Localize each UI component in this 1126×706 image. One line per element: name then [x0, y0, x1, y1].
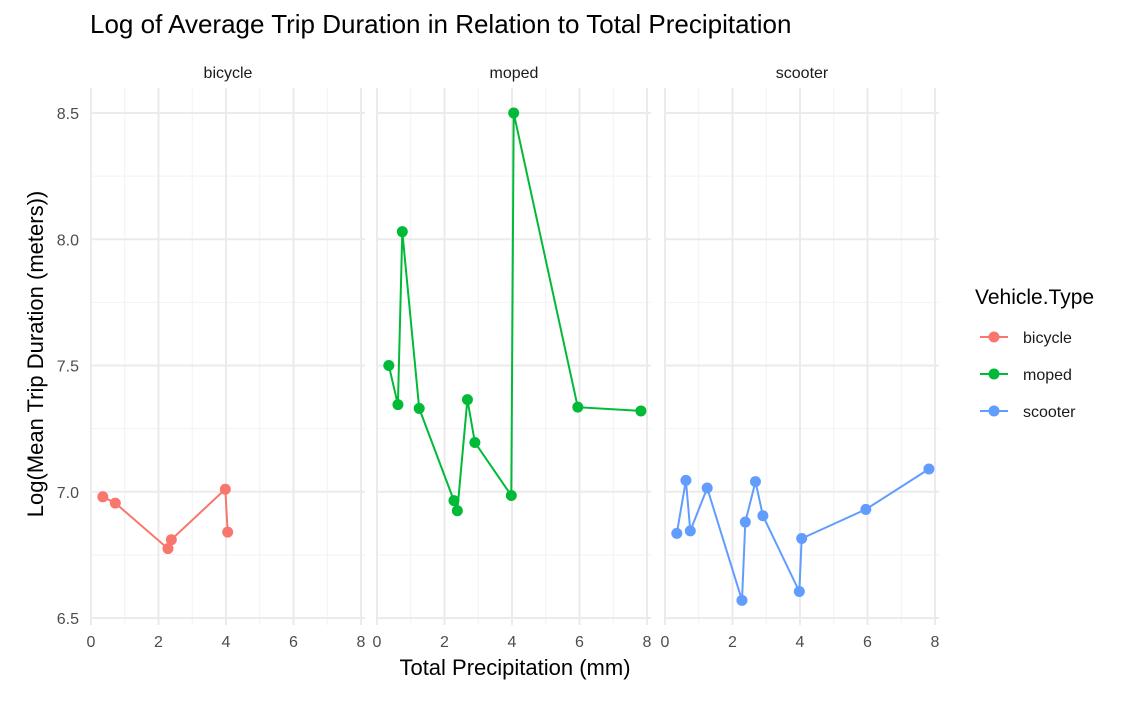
x-tick-label-3: 6: [289, 634, 298, 651]
legend-label-scooter: scooter: [1023, 404, 1076, 421]
x-tick-label-0: 0: [661, 634, 670, 651]
data-point-scooter-1: [680, 474, 692, 486]
legend-key-point-moped: [988, 368, 1000, 380]
x-tick-label-0: 0: [87, 634, 96, 651]
data-point-moped-9: [508, 107, 520, 119]
legend-label-moped: moped: [1023, 367, 1072, 384]
data-point-moped-1: [392, 399, 404, 411]
x-tick-label-4: 8: [357, 634, 366, 651]
data-point-moped-4: [448, 495, 460, 507]
data-point-scooter-0: [671, 527, 683, 539]
data-point-moped-11: [635, 405, 647, 417]
data-point-moped-10: [572, 401, 584, 413]
legend-key-point-bicycle: [988, 331, 1000, 343]
data-point-scooter-2: [684, 525, 696, 537]
facet-scooter: scooter 0 2 4 6 8: [661, 65, 940, 651]
data-point-moped-6: [461, 394, 473, 406]
facet-moped: moped 0 2 4 6 8: [373, 65, 652, 651]
series-line-bicycle: [102, 487, 229, 551]
x-tick-label-2: 4: [508, 634, 517, 651]
x-tick-label-4: 8: [643, 634, 652, 651]
legend-label-bicycle: bicycle: [1023, 330, 1072, 347]
x-tick-label-4: 8: [931, 634, 940, 651]
data-point-moped-5: [451, 505, 463, 517]
data-point-bicycle-0: [97, 491, 109, 503]
facet-strip-label: moped: [490, 65, 539, 82]
series-line-scooter: [675, 468, 930, 601]
facet-strip-label: bicycle: [204, 65, 253, 82]
y-tick-label-0: 6.5: [57, 611, 79, 628]
data-point-scooter-7: [757, 510, 769, 522]
data-point-bicycle-3: [165, 534, 177, 546]
data-point-scooter-8: [793, 585, 805, 597]
data-point-scooter-11: [923, 463, 935, 475]
x-tick-label-3: 6: [863, 634, 872, 651]
y-tick-label-2: 7.5: [57, 359, 79, 376]
data-point-bicycle-1: [109, 497, 121, 509]
x-tick-label-1: 2: [440, 634, 449, 651]
data-point-bicycle-5: [222, 526, 234, 538]
data-point-bicycle-2: [162, 543, 174, 555]
data-point-scooter-6: [749, 476, 761, 488]
x-tick-label-0: 0: [373, 634, 382, 651]
data-point-moped-2: [396, 226, 408, 238]
data-point-scooter-4: [736, 594, 748, 606]
y-tick-label-3: 8.0: [57, 232, 79, 249]
data-point-moped-8: [505, 490, 517, 502]
chart-title: Log of Average Trip Duration in Relation…: [90, 9, 791, 39]
legend-key-point-scooter: [988, 405, 1000, 417]
data-point-bicycle-4: [219, 483, 231, 495]
x-tick-label-3: 6: [575, 634, 584, 651]
legend-title: Vehicle.Type: [975, 286, 1094, 309]
data-point-scooter-9: [796, 532, 808, 544]
data-point-scooter-10: [860, 503, 872, 515]
series-line-moped: [387, 112, 641, 512]
x-axis-label: Total Precipitation (mm): [399, 655, 630, 680]
x-tick-label-2: 4: [222, 634, 231, 651]
x-tick-label-2: 4: [796, 634, 805, 651]
legend: Vehicle.Type bicycle moped scooter: [975, 286, 1094, 421]
data-point-moped-3: [413, 402, 425, 414]
y-tick-label-1: 7.0: [57, 485, 79, 502]
data-point-scooter-3: [701, 482, 713, 494]
x-tick-label-1: 2: [154, 634, 163, 651]
data-point-scooter-5: [739, 516, 751, 528]
data-point-moped-7: [469, 437, 481, 449]
y-axis-label: Log(Mean Trip Duration (meters)): [23, 191, 48, 517]
data-point-moped-0: [383, 360, 395, 371]
facet-bicycle: bicycle 0 2 4 6 8: [87, 65, 366, 651]
facet-strip-label: scooter: [776, 65, 829, 82]
x-tick-label-1: 2: [728, 634, 737, 651]
y-tick-label-4: 8.5: [57, 106, 79, 123]
